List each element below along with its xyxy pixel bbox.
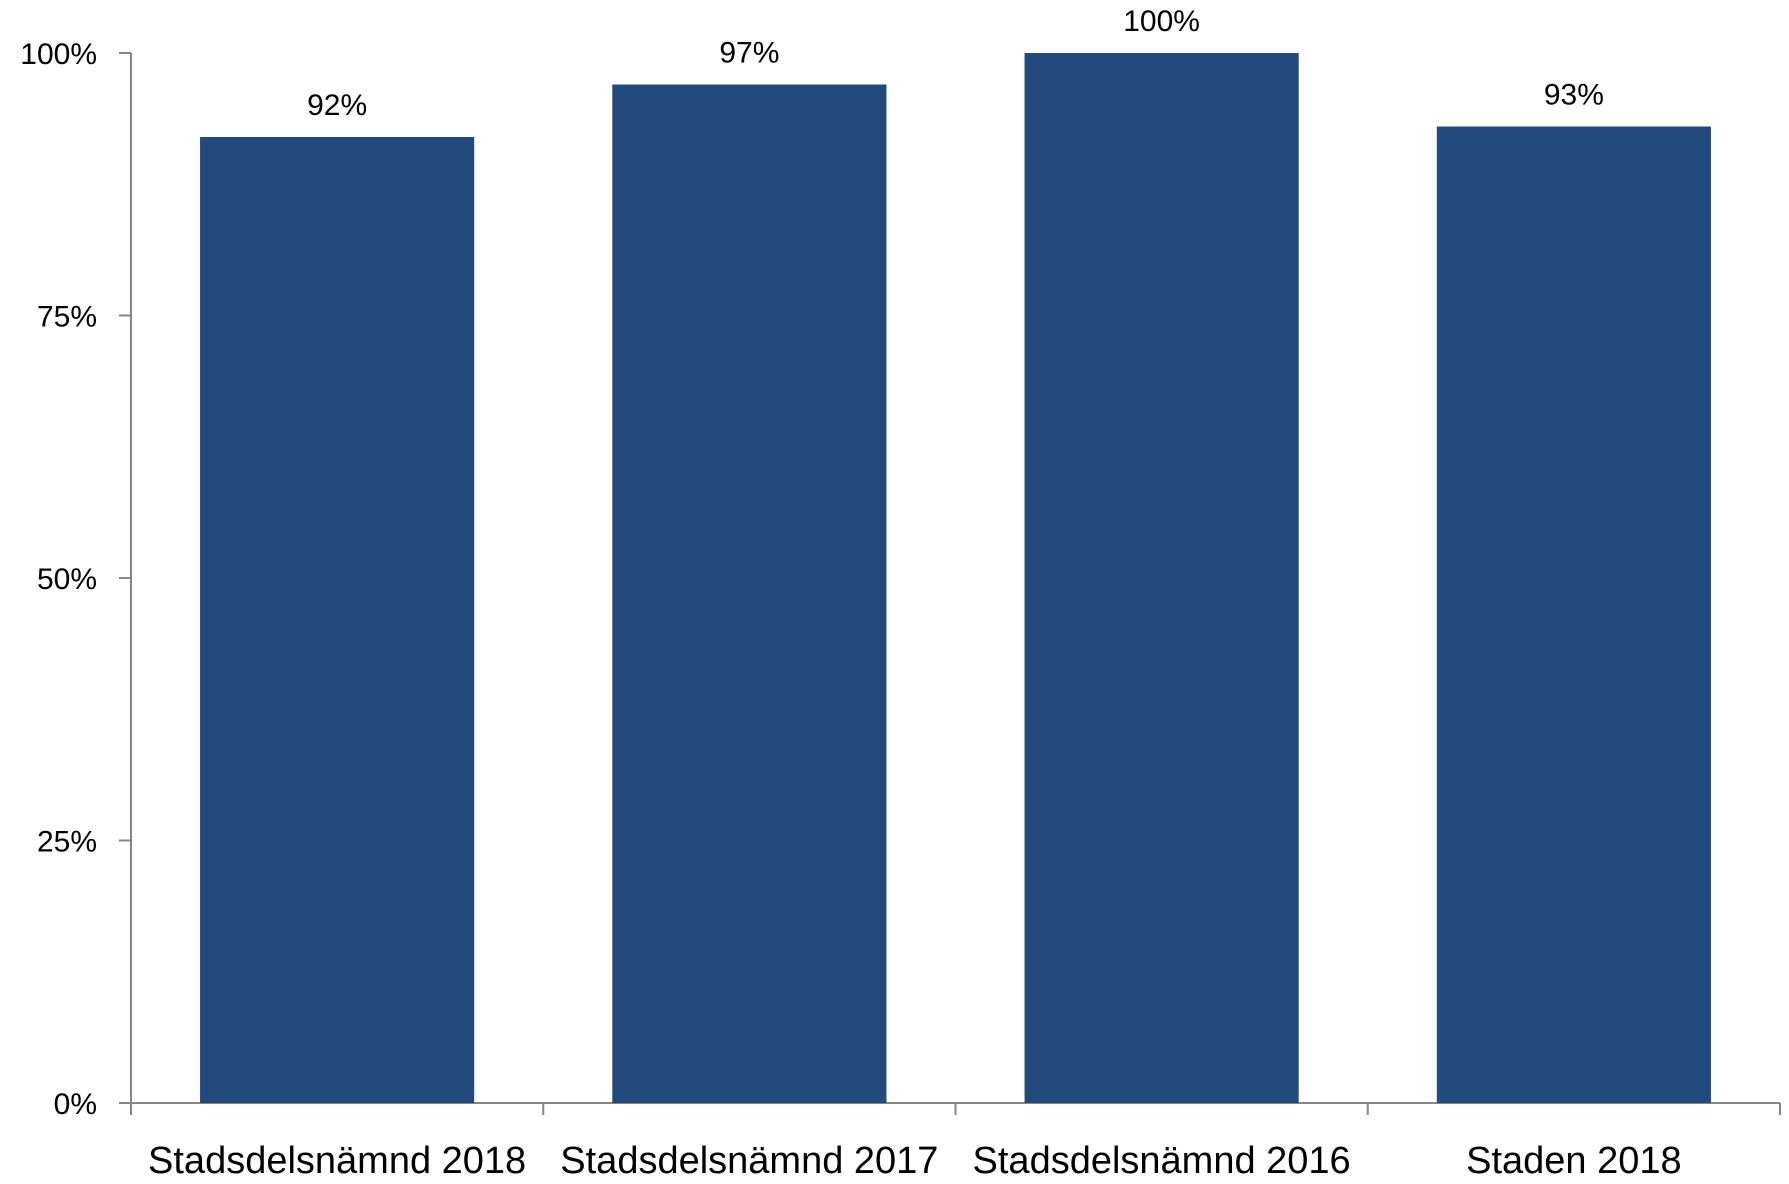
category-label: Stadsdelsnämnd 2016 [973, 1140, 1351, 1179]
x-axis-ticks [131, 1103, 1780, 1115]
y-tick-label: 75% [37, 301, 97, 334]
data-labels-group: 92% 97% 100% 93% [307, 5, 1604, 122]
data-label: 100% [1123, 5, 1200, 38]
y-axis-ticks: 0% 25% 50% 75% 100% [20, 38, 131, 1121]
y-tick-label: 25% [37, 826, 97, 859]
data-label: 93% [1544, 79, 1604, 112]
data-label: 92% [307, 89, 367, 122]
data-label: 97% [719, 37, 779, 70]
category-label: Stadsdelsnämnd 2017 [560, 1140, 938, 1179]
category-label: Staden 2018 [1466, 1140, 1682, 1179]
bar [1437, 127, 1711, 1104]
category-label: Stadsdelsnämnd 2018 [148, 1140, 526, 1179]
y-tick-label: 0% [54, 1088, 97, 1121]
y-tick-label: 50% [37, 563, 97, 596]
bar [1025, 53, 1299, 1103]
bars-group [200, 53, 1711, 1103]
bar [612, 85, 886, 1104]
category-labels-group: Stadsdelsnämnd 2018 Stadsdelsnämnd 2017 St… [148, 1140, 1682, 1179]
y-tick-label: 100% [20, 38, 97, 71]
bar [200, 137, 474, 1103]
